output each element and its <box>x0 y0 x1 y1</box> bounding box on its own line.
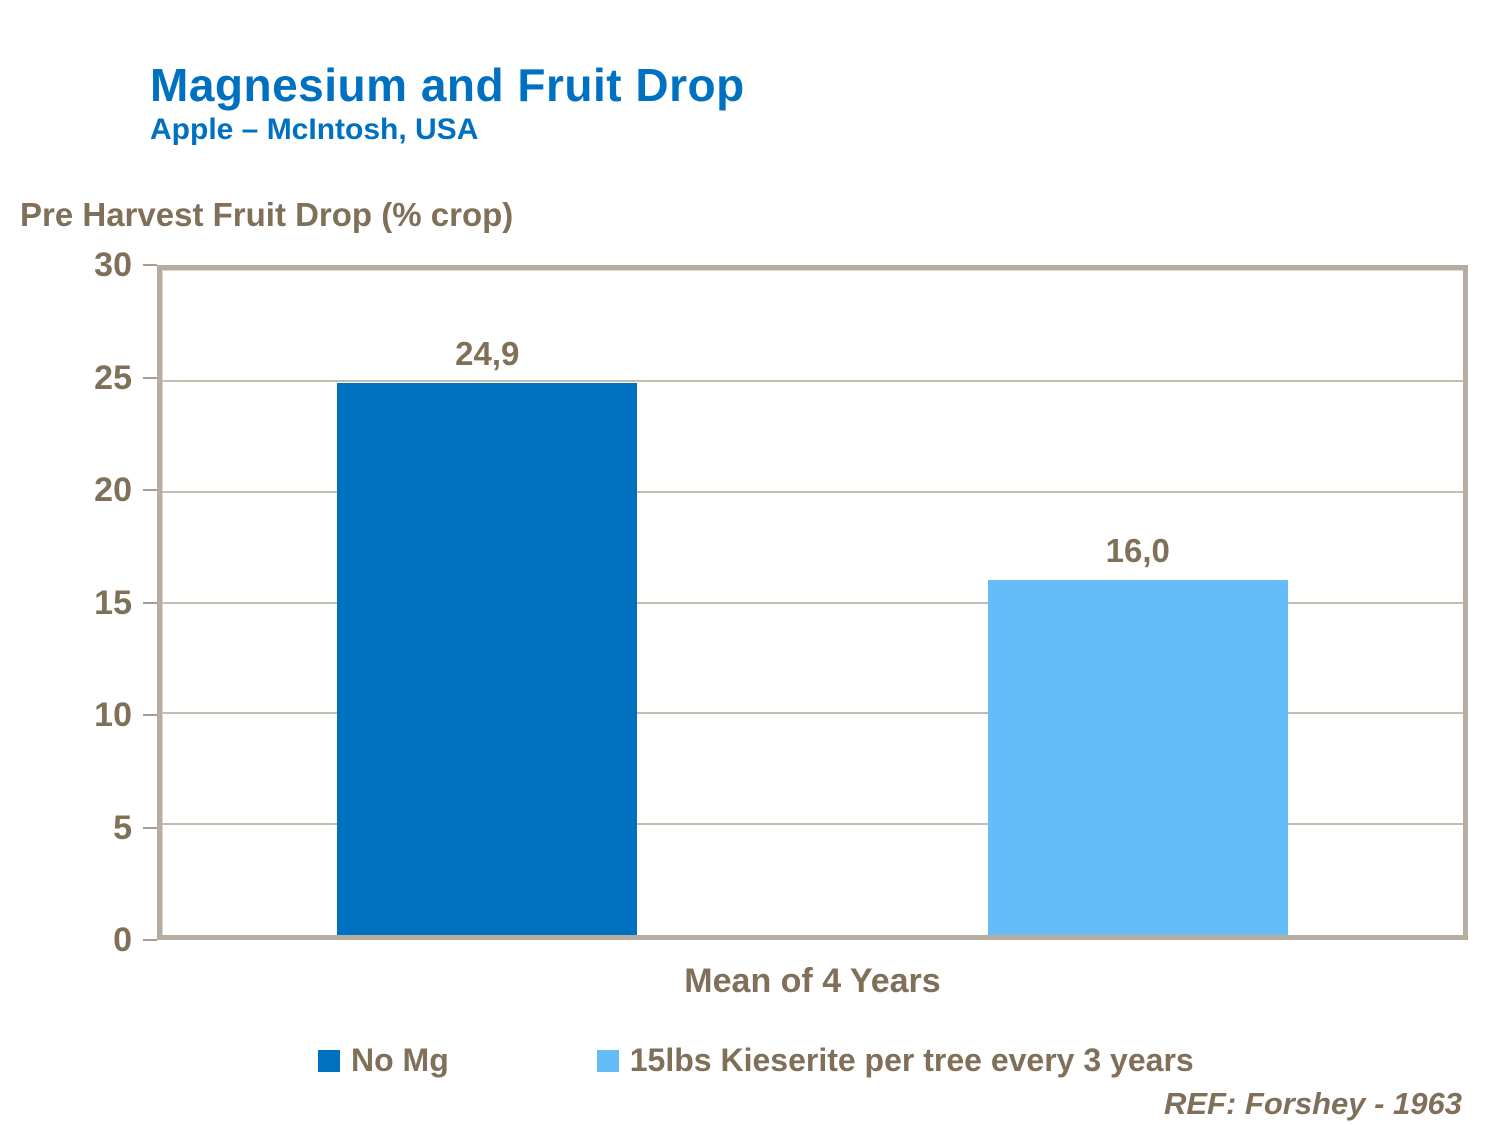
y-axis-title: Pre Harvest Fruit Drop (% crop) <box>20 196 514 233</box>
legend-swatch-icon <box>318 1049 340 1072</box>
y-tick-label-0: 0 <box>113 921 132 959</box>
legend-entry-0: No Mg <box>318 1042 449 1079</box>
plot-area: 24,9 16,0 <box>157 265 1468 940</box>
y-tick-label-15: 15 <box>94 583 132 622</box>
chart-title: Magnesium and Fruit Drop <box>150 59 745 111</box>
legend-entry-1: 15lbs Kieserite per tree every 3 years <box>596 1042 1194 1079</box>
gridline-20 <box>162 490 1463 493</box>
y-tick-label-25: 25 <box>94 358 132 397</box>
x-category-label: Mean of 4 Years <box>684 962 941 1000</box>
gridline-10 <box>162 712 1463 715</box>
y-tick-mark-15 <box>143 601 157 604</box>
bar-series-1: 16,0 <box>987 532 1288 935</box>
legend-label-0: No Mg <box>351 1042 449 1078</box>
gridline-15 <box>162 601 1463 604</box>
y-tick-mark-30 <box>143 264 157 266</box>
y-tick-label-20: 20 <box>94 471 132 509</box>
y-tick-label-30: 30 <box>94 246 132 284</box>
y-tick-mark-20 <box>143 489 157 491</box>
y-tick-mark-5 <box>143 826 157 829</box>
gridline-25 <box>162 379 1463 382</box>
bar-series-0: 24,9 <box>337 335 638 935</box>
y-axis: 0 5 10 15 20 25 30 <box>40 246 157 959</box>
bar-value-label-1: 16,0 <box>1105 532 1170 570</box>
y-tick-mark-10 <box>143 714 157 716</box>
y-tick-mark-0 <box>143 939 157 941</box>
reference-note: REF: Forshey - 1963 <box>1163 1086 1462 1121</box>
bar-value-label-0: 24,9 <box>455 335 520 373</box>
legend-label-1: 15lbs Kieserite per tree every 3 years <box>629 1042 1194 1078</box>
y-tick-mark-25 <box>143 376 157 379</box>
y-tick-label-10: 10 <box>94 696 132 734</box>
gridline-5 <box>162 823 1463 826</box>
y-tick-label-5: 5 <box>113 808 132 847</box>
chart-subtitle: Apple – McIntosh, USA <box>150 113 479 146</box>
legend: No Mg 15lbs Kieserite per tree every 3 ye… <box>318 1042 1194 1079</box>
legend-swatch-icon <box>596 1049 619 1072</box>
